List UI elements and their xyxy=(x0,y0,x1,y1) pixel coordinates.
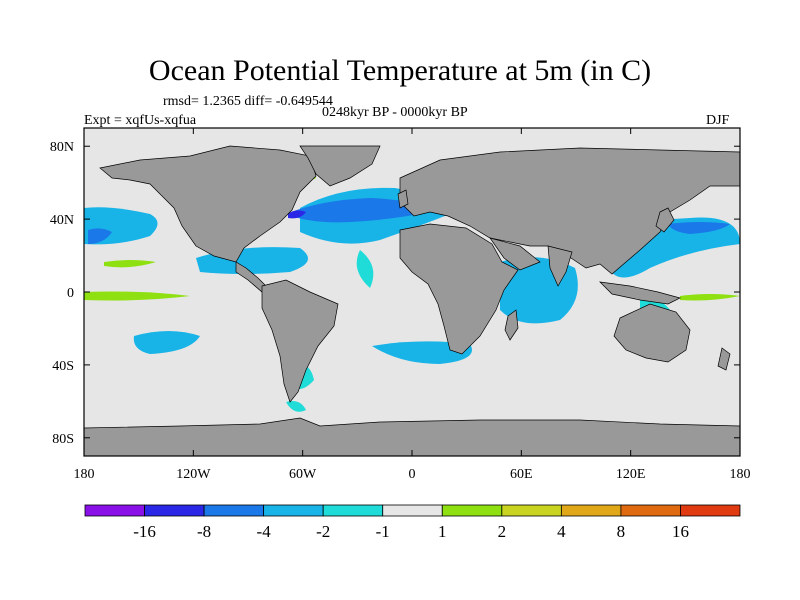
colorbar-swatch xyxy=(203,504,265,517)
x-tick-label: 0 xyxy=(409,467,416,482)
colorbar-label: 8 xyxy=(617,522,626,541)
land-africa xyxy=(399,223,519,355)
colorbar-label: 2 xyxy=(498,522,507,541)
colorbar-swatch xyxy=(322,504,384,517)
land-australia xyxy=(613,303,691,363)
patch-drake xyxy=(286,401,306,412)
patch-trop-atlantic xyxy=(356,250,374,288)
colorbar-label: -2 xyxy=(316,522,330,541)
patch-n-atlantic-core xyxy=(286,198,430,223)
colorbar-label: 1 xyxy=(438,522,447,541)
colorbar-swatch xyxy=(680,504,741,517)
colorbar-label: -4 xyxy=(257,522,272,541)
y-tick-label: 40N xyxy=(50,213,74,228)
x-tick-label: 180 xyxy=(74,467,95,482)
x-tick-label: 120W xyxy=(176,467,211,482)
x-tick-label: 60W xyxy=(289,467,317,482)
patch-warm-pacific-n xyxy=(104,260,156,268)
patch-n-atlantic-deep xyxy=(288,210,306,219)
land-masses xyxy=(83,145,741,457)
experiment-label: Expt = xqfUs-xqfua xyxy=(84,113,197,128)
colorbar-swatch xyxy=(263,504,324,517)
land-greenland xyxy=(299,145,381,187)
map-plot-area: 180 120W 60W 0 60E 120E 180 80N 40N 0 40S 80S xyxy=(50,127,751,482)
land-india xyxy=(547,245,573,287)
colorbar-label: -8 xyxy=(197,522,211,541)
colorbar-swatch xyxy=(84,504,145,517)
colorbar-label: 4 xyxy=(557,522,566,541)
colorbar-label: -1 xyxy=(376,522,390,541)
patch-s-pacific xyxy=(133,331,200,354)
colorbar-label: 16 xyxy=(672,522,689,541)
x-tick-label: 120E xyxy=(616,467,646,482)
land-madagascar xyxy=(504,309,519,341)
x-axis: 180 120W 60W 0 60E 120E 180 xyxy=(74,128,751,482)
chart-title: Ocean Potential Temperature at 5m (in C) xyxy=(148,54,652,87)
colorbar-swatch xyxy=(501,504,562,517)
colorbar-swatch xyxy=(441,504,503,517)
y-tick-label: 0 xyxy=(67,286,74,301)
land-indonesia xyxy=(599,281,681,305)
colorbar-swatch xyxy=(560,504,622,517)
colorbar-swatch xyxy=(620,504,681,517)
y-axis: 80N 40N 0 40S 80S xyxy=(50,140,740,447)
patch-warm-e-pacific xyxy=(680,294,740,301)
land-arabia xyxy=(489,237,541,271)
period-label: 0248kyr BP - 0000kyr BP xyxy=(322,105,468,120)
colorbar-label: -16 xyxy=(133,522,156,541)
colorbar-swatch xyxy=(144,504,205,517)
x-tick-label: 60E xyxy=(510,467,533,482)
patch-w-pacific-core xyxy=(668,222,730,234)
patch-n-pacific-core xyxy=(88,228,112,244)
y-tick-label: 80S xyxy=(52,432,74,447)
patch-s-atlantic xyxy=(372,341,472,364)
colorbar-swatch xyxy=(382,504,443,517)
land-north-america xyxy=(99,145,317,263)
y-tick-label: 80N xyxy=(50,140,74,155)
land-south-america xyxy=(261,279,339,403)
patch-warm-equator xyxy=(84,291,190,301)
land-japan xyxy=(655,207,675,233)
land-eurasia xyxy=(399,147,741,275)
land-new-zealand xyxy=(717,347,731,371)
stats-label: rmsd= 1.2365 diff= -0.649544 xyxy=(163,94,333,109)
season-label: DJF xyxy=(706,113,730,128)
y-tick-label: 40S xyxy=(52,359,74,374)
land-uk xyxy=(397,189,409,209)
x-tick-label: 180 xyxy=(730,467,751,482)
colorbar: -16 -8 -4 -2 -1 1 2 4 8 16 xyxy=(84,504,741,541)
